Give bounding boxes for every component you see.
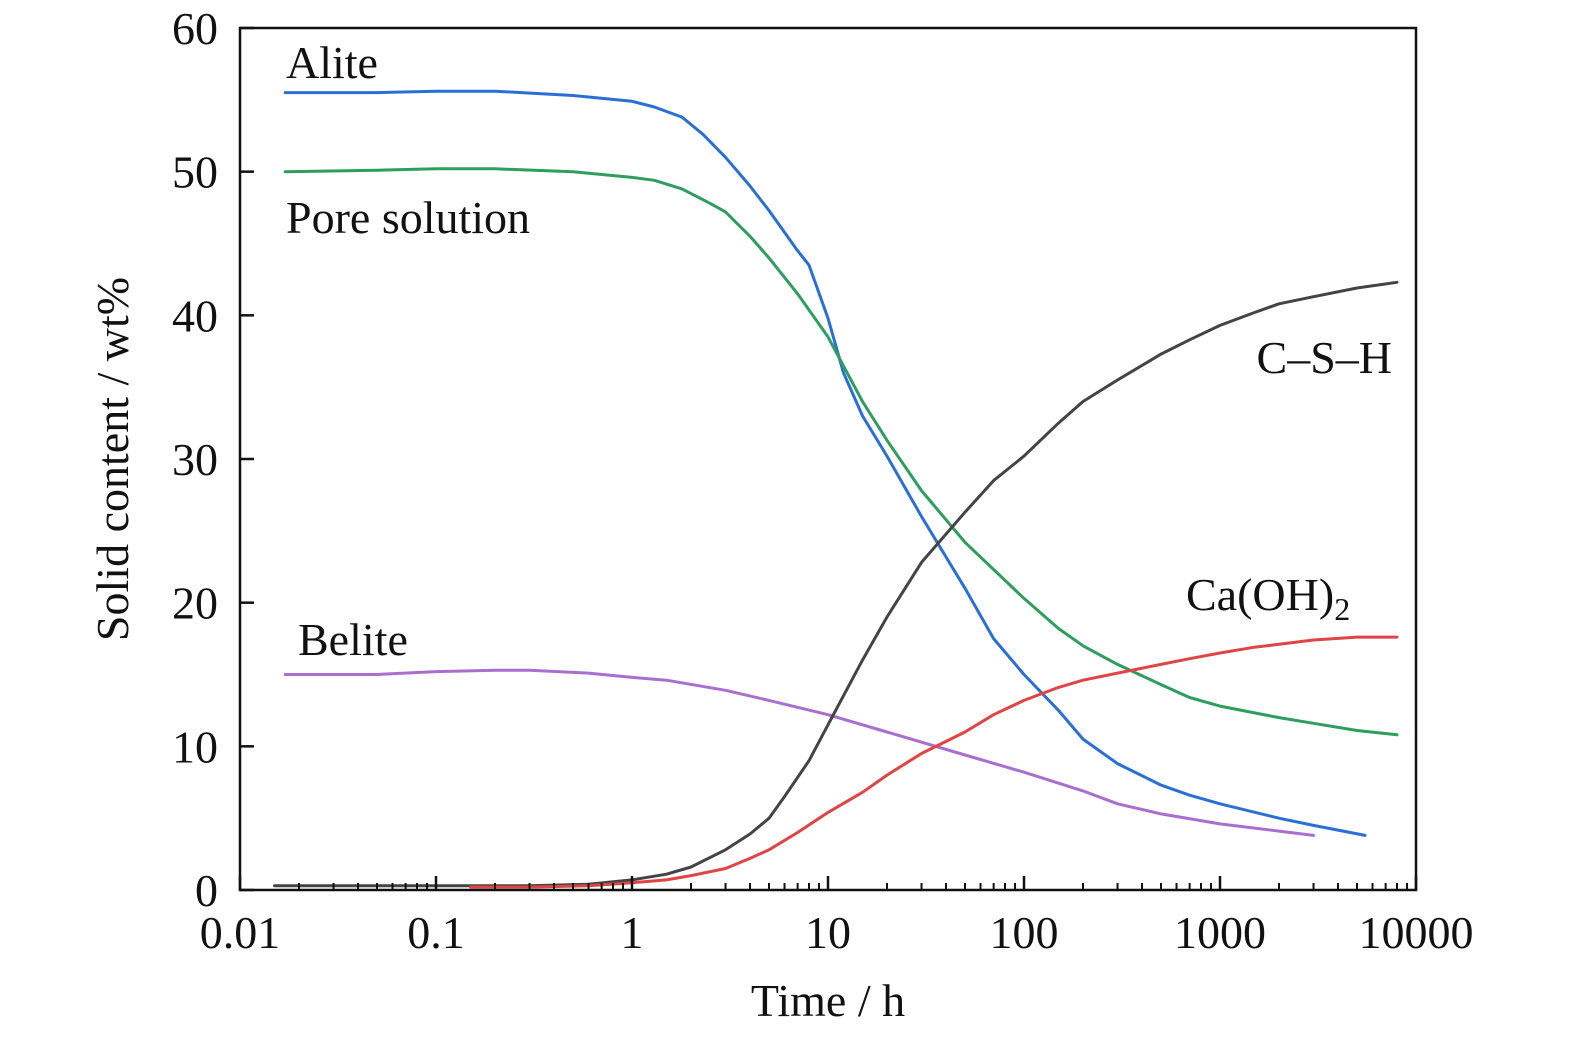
x-tick-label: 10 [805, 907, 851, 958]
y-tick-label: 60 [172, 3, 218, 54]
series-label-ca-oh-2: Ca(OH)2 [1186, 569, 1350, 627]
y-tick-label: 50 [172, 147, 218, 198]
x-tick-label: 1000 [1174, 907, 1266, 958]
x-axis-title: Time / h [751, 975, 905, 1026]
series-label-subscript: 2 [1334, 591, 1350, 627]
labels-layer: Alite Pore solution Belite C–S–H Ca(OH)2 [286, 37, 1392, 665]
x-tick-label: 100 [990, 907, 1059, 958]
y-tick-label: 40 [172, 290, 218, 341]
series-label-pore-solution: Pore solution [286, 192, 530, 243]
y-tick-label: 0 [195, 865, 218, 916]
y-tick-label: 30 [172, 434, 218, 485]
series-label-c-s-h: C–S–H [1257, 332, 1392, 383]
series-line-pore-solution [283, 167, 1399, 737]
plot-frame [238, 26, 1418, 892]
y-tick-label: 20 [172, 578, 218, 629]
x-tick-label: 0.01 [200, 907, 281, 958]
series-line-c-s-h [273, 280, 1399, 888]
y-tick-label: 10 [172, 721, 218, 772]
y-axis-title: Solid content / wt% [87, 277, 138, 641]
x-tick-label: 10000 [1359, 907, 1474, 958]
series-label-belite: Belite [298, 614, 408, 665]
series-line-belite [283, 668, 1315, 837]
x-tick-label: 1 [621, 907, 644, 958]
series-label-alite: Alite [286, 37, 378, 88]
series-layer [273, 89, 1399, 889]
series-line-ca-oh-2 [469, 635, 1399, 889]
ticks-layer: 0.01 0.1 1 10 100 1000 10000 0 10 20 30 40 50 60 [172, 3, 1474, 958]
series-line-alite [283, 89, 1367, 837]
x-tick-label: 0.1 [407, 907, 465, 958]
